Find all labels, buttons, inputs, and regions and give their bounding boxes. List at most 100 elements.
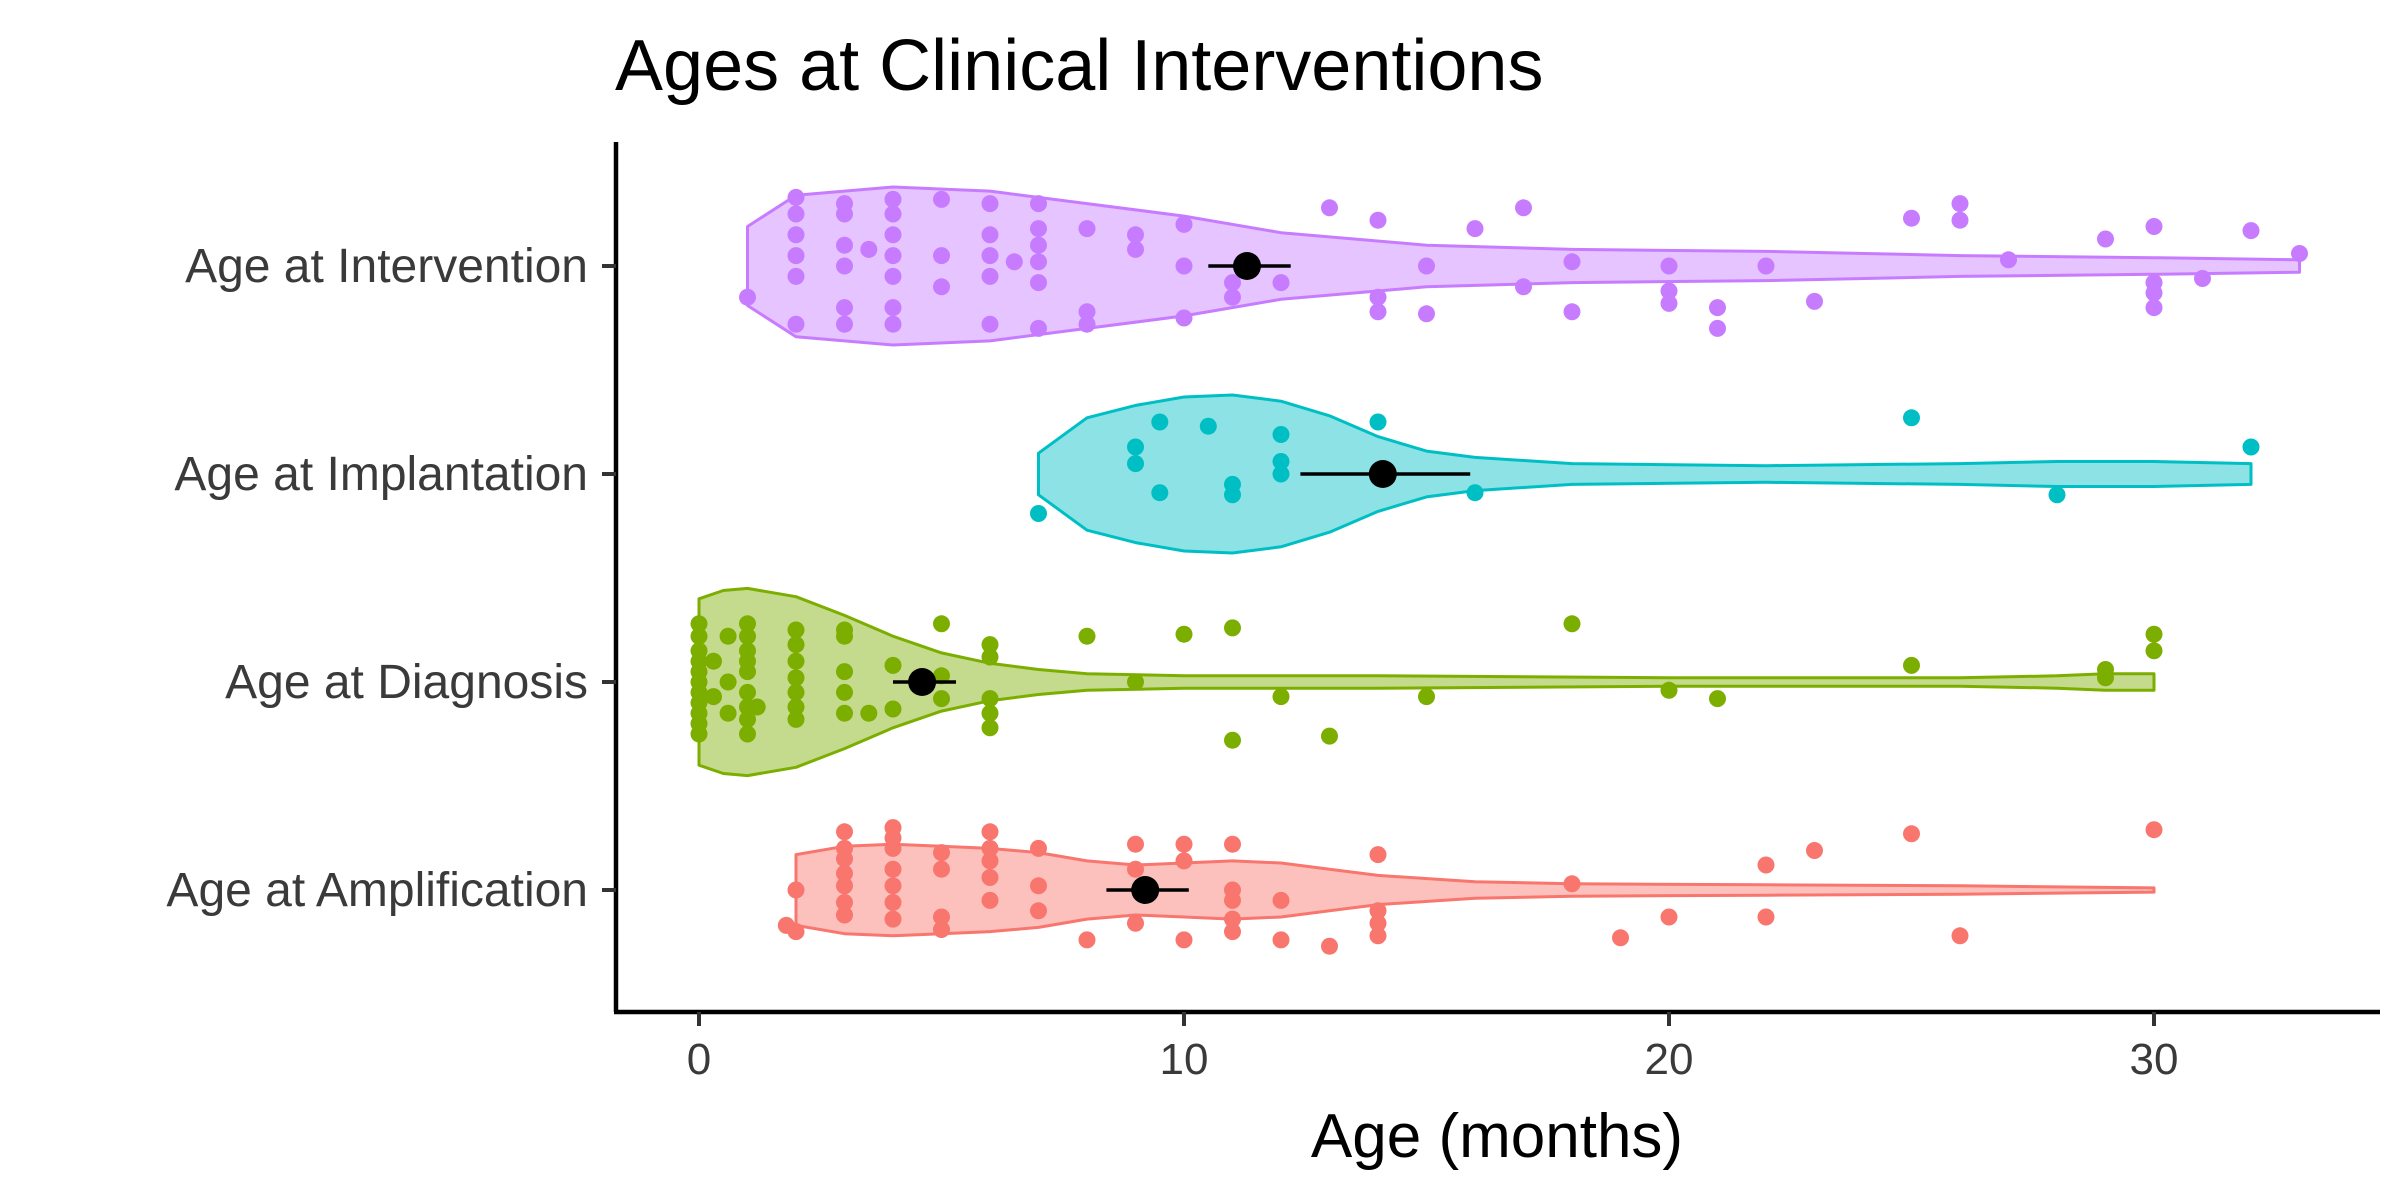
- data-point: [1757, 856, 1775, 874]
- data-point: [884, 299, 902, 317]
- x-tick-label: 10: [1160, 1035, 1209, 1084]
- data-point: [1272, 453, 1290, 470]
- data-point: [836, 850, 853, 868]
- violin-shape: [794, 842, 2156, 938]
- data-point: [933, 667, 950, 685]
- data-point: [1563, 875, 1581, 893]
- data-point: [884, 205, 902, 223]
- data-point: [1321, 937, 1338, 955]
- data-point: [1515, 199, 1532, 217]
- data-point: [981, 852, 999, 870]
- data-point: [1151, 484, 1169, 502]
- data-point: [1005, 253, 1023, 271]
- data-point: [981, 195, 999, 213]
- data-point: [1369, 413, 1387, 431]
- y-tick-label: Age at Implantation: [174, 448, 588, 501]
- data-point: [1515, 278, 1532, 296]
- x-tick-label: 20: [1645, 1035, 1694, 1084]
- axes: Age at Intervention Age at Implantation Ag…: [166, 142, 2380, 1084]
- data-point: [1806, 842, 1823, 859]
- data-point: [1951, 211, 1969, 229]
- data-point: [787, 652, 805, 670]
- data-point: [836, 894, 853, 911]
- data-point: [739, 725, 756, 743]
- data-point: [787, 205, 805, 223]
- data-point: [981, 869, 999, 886]
- data-point: [836, 704, 853, 722]
- data-point: [981, 315, 999, 333]
- data-point: [787, 226, 805, 244]
- data-point: [2097, 669, 2114, 687]
- data-point: [1175, 852, 1193, 870]
- data-point: [1563, 303, 1581, 321]
- data-point: [1272, 931, 1290, 949]
- data-point: [884, 656, 902, 674]
- data-point: [1224, 274, 1241, 292]
- data-point: [1418, 305, 1435, 323]
- data-point: [1078, 315, 1096, 333]
- data-point: [836, 627, 853, 645]
- data-point: [1272, 688, 1290, 706]
- data-point: [1369, 927, 1387, 945]
- data-point: [1466, 220, 1484, 238]
- data-point: [884, 226, 902, 244]
- data-point: [884, 839, 902, 857]
- data-point: [1612, 929, 1629, 947]
- data-point: [836, 315, 853, 333]
- data-point: [860, 704, 878, 722]
- data-point: [787, 188, 805, 206]
- data-point: [1321, 727, 1338, 745]
- data-point: [1563, 253, 1581, 271]
- data-point: [860, 240, 878, 258]
- data-point: [981, 226, 999, 244]
- data-point: [1030, 236, 1047, 254]
- data-point: [1757, 908, 1775, 926]
- data-point: [884, 190, 902, 208]
- data-point: [933, 844, 950, 862]
- data-point: [836, 299, 853, 317]
- data-point: [2000, 251, 2017, 269]
- y-tick-label: Age at Intervention: [185, 240, 588, 293]
- data-point: [787, 621, 805, 639]
- data-point: [1127, 914, 1144, 932]
- x-axis-label: Age (months): [1311, 1102, 1683, 1171]
- data-point: [884, 700, 902, 718]
- data-point: [1563, 615, 1581, 633]
- data-point: [1660, 282, 1678, 300]
- data-point: [1466, 484, 1484, 502]
- data-point: [748, 698, 766, 716]
- data-point: [787, 315, 805, 333]
- data-point: [981, 823, 999, 841]
- data-point: [1127, 455, 1144, 473]
- data-point: [884, 267, 902, 285]
- data-point: [1709, 319, 1726, 337]
- data-point: [933, 190, 950, 208]
- data-point: [1418, 257, 1435, 275]
- data-point: [836, 257, 853, 275]
- data-point: [1078, 303, 1096, 321]
- data-point: [1369, 914, 1387, 932]
- data-point: [933, 908, 950, 926]
- data-point: [787, 881, 805, 899]
- data-point: [884, 894, 902, 911]
- data-point: [690, 627, 708, 645]
- data-point: [2097, 230, 2114, 248]
- data-point: [1224, 891, 1241, 909]
- plot-area: [690, 185, 2308, 955]
- data-point: [836, 236, 853, 254]
- data-point: [1175, 215, 1193, 233]
- data-point: [690, 725, 708, 743]
- y-tick-label: Age at Diagnosis: [225, 656, 588, 709]
- data-point: [739, 663, 756, 681]
- data-point: [2194, 270, 2211, 287]
- data-point: [787, 636, 805, 654]
- data-point: [1369, 288, 1387, 306]
- data-point: [1418, 688, 1435, 706]
- data-point: [933, 921, 950, 938]
- data-point: [2291, 245, 2308, 262]
- data-point: [1224, 288, 1241, 306]
- data-point: [1272, 465, 1290, 483]
- data-point: [1127, 226, 1144, 244]
- data-point: [1175, 931, 1193, 949]
